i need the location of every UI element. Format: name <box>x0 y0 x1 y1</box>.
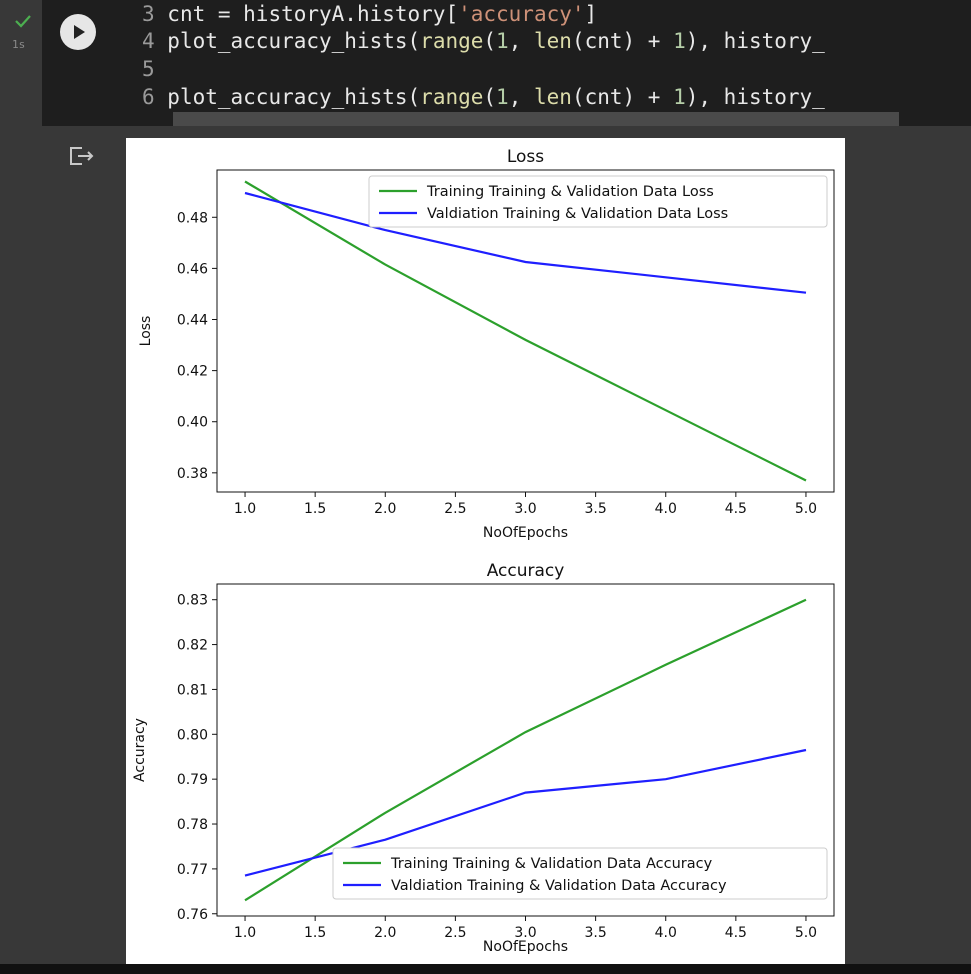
execution-time: 1s <box>12 38 26 51</box>
code-token: range <box>420 85 484 109</box>
code-line: 6 plot_accuracy_hists(range(1, len(cnt) … <box>142 83 825 111</box>
code-token: ( <box>483 85 497 109</box>
code-line: 4 plot_accuracy_hists(range(1, len(cnt) … <box>142 27 825 55</box>
y-axis-label: Loss <box>138 316 154 347</box>
series-line-0 <box>244 180 807 482</box>
y-tick-label: 0.40 <box>177 415 208 431</box>
x-tick-label: 4.0 <box>655 925 677 941</box>
legend-label: Training Training & Validation Data Accu… <box>390 856 713 872</box>
code-token: ( <box>483 29 497 53</box>
series-line-1 <box>244 191 807 294</box>
code-token: 1 <box>496 85 509 109</box>
cell-gutter: 1s <box>0 0 42 126</box>
chart-title: Loss <box>507 147 544 167</box>
code-token: range <box>420 29 484 53</box>
chart-title: Accuracy <box>487 561 565 581</box>
y-tick-label: 0.76 <box>177 907 208 923</box>
y-tick-label: 0.78 <box>177 817 208 833</box>
code-token: plot_accuracy_hists( <box>167 85 421 109</box>
chart-1: Accuracy 1.0 1.5 2.0 2.5 3.0 3.5 4.0 4.5 5.0 0.76 0… <box>132 561 835 955</box>
legend: Training Training & Validation Data Accu… <box>332 847 828 900</box>
code-token: , <box>508 85 534 109</box>
x-tick-label: 2.0 <box>374 501 396 517</box>
legend: Training Training & Validation Data Loss… <box>368 175 828 228</box>
x-tick-label: 3.5 <box>584 501 606 517</box>
x-axis-label: NoOfEpochs <box>483 939 568 955</box>
code-token: ), history_ <box>685 85 825 109</box>
legend-box <box>368 175 828 228</box>
x-tick-label: 1.5 <box>304 501 326 517</box>
chart-0: Loss 1.0 1.5 2.0 2.5 3.0 3.5 4.0 4.5 5.0 0.38 0.40 0… <box>138 147 835 541</box>
x-tick-label: 2.0 <box>374 925 396 941</box>
code-token: (cnt) + <box>571 29 674 53</box>
code-token: 1 <box>673 29 686 53</box>
x-tick-label: 4.0 <box>655 501 677 517</box>
x-tick-label: 1.0 <box>234 925 256 941</box>
code-line: 3 cnt = historyA.history['accuracy'] <box>142 0 597 28</box>
code-token: ] <box>584 2 598 26</box>
code-token: 1 <box>496 29 509 53</box>
horizontal-scrollbar[interactable] <box>173 112 899 126</box>
line-number: 3 <box>142 2 168 26</box>
play-icon <box>74 25 85 39</box>
x-tick-label: 1.0 <box>234 501 256 517</box>
code-token: ), history_ <box>685 29 825 53</box>
bottom-bar <box>0 964 971 974</box>
legend-label: Valdiation Training & Validation Data Lo… <box>427 206 728 222</box>
y-tick-label: 0.42 <box>177 364 208 380</box>
y-tick-label: 0.77 <box>177 862 208 878</box>
y-tick-label: 0.48 <box>177 210 208 226</box>
code-token: (cnt) + <box>571 85 674 109</box>
y-tick-label: 0.79 <box>177 772 208 788</box>
x-tick-label: 3.5 <box>584 925 606 941</box>
y-axis-label: Accuracy <box>132 718 148 782</box>
y-tick-label: 0.44 <box>177 313 208 329</box>
y-tick-label: 0.80 <box>177 727 208 743</box>
x-tick-label: 3.0 <box>514 501 536 517</box>
y-tick-label: 0.83 <box>177 593 208 609</box>
series-line-0 <box>244 598 807 902</box>
code-token: cnt = historyA.history[ <box>167 2 459 26</box>
y-tick-label: 0.81 <box>177 682 208 698</box>
cell-output: Loss 1.0 1.5 2.0 2.5 3.0 3.5 4.0 4.5 5.0 0.38 0.40 0… <box>42 126 971 964</box>
code-cell[interactable]: 3 cnt = historyA.history['accuracy'] 4 pl… <box>42 0 971 126</box>
line-number: 4 <box>142 29 168 53</box>
y-tick-label: 0.82 <box>177 638 208 654</box>
x-tick-label: 5.0 <box>795 925 817 941</box>
figure-canvas: Loss 1.0 1.5 2.0 2.5 3.0 3.5 4.0 4.5 5.0 0.38 0.40 0… <box>132 147 835 955</box>
x-tick-label: 4.5 <box>725 501 747 517</box>
run-cell-button[interactable] <box>60 14 96 50</box>
x-tick-label: 5.0 <box>795 501 817 517</box>
y-tick-label: 0.46 <box>177 261 208 277</box>
x-axis-label: NoOfEpochs <box>483 525 568 541</box>
legend-label: Training Training & Validation Data Loss <box>426 184 714 200</box>
code-token: len <box>534 85 572 109</box>
code-token: len <box>534 29 572 53</box>
code-token: , <box>508 29 534 53</box>
legend-box <box>332 847 828 900</box>
check-icon <box>15 15 31 28</box>
x-tick-label: 4.5 <box>725 925 747 941</box>
matplotlib-figure: Loss 1.0 1.5 2.0 2.5 3.0 3.5 4.0 4.5 5.0 0.38 0.40 0… <box>126 138 845 964</box>
code-token: plot_accuracy_hists( <box>167 29 421 53</box>
x-tick-label: 2.5 <box>444 501 466 517</box>
x-tick-label: 1.5 <box>304 925 326 941</box>
legend-label: Valdiation Training & Validation Data Ac… <box>391 878 727 894</box>
output-icon[interactable] <box>68 144 96 168</box>
code-line: 5 <box>142 55 167 83</box>
y-tick-label: 0.38 <box>177 466 208 482</box>
line-number: 5 <box>142 57 168 81</box>
line-number: 6 <box>142 85 168 109</box>
x-tick-label: 3.0 <box>514 925 536 941</box>
code-token: 'accuracy' <box>458 2 585 26</box>
code-token: 1 <box>673 85 686 109</box>
x-tick-label: 2.5 <box>444 925 466 941</box>
